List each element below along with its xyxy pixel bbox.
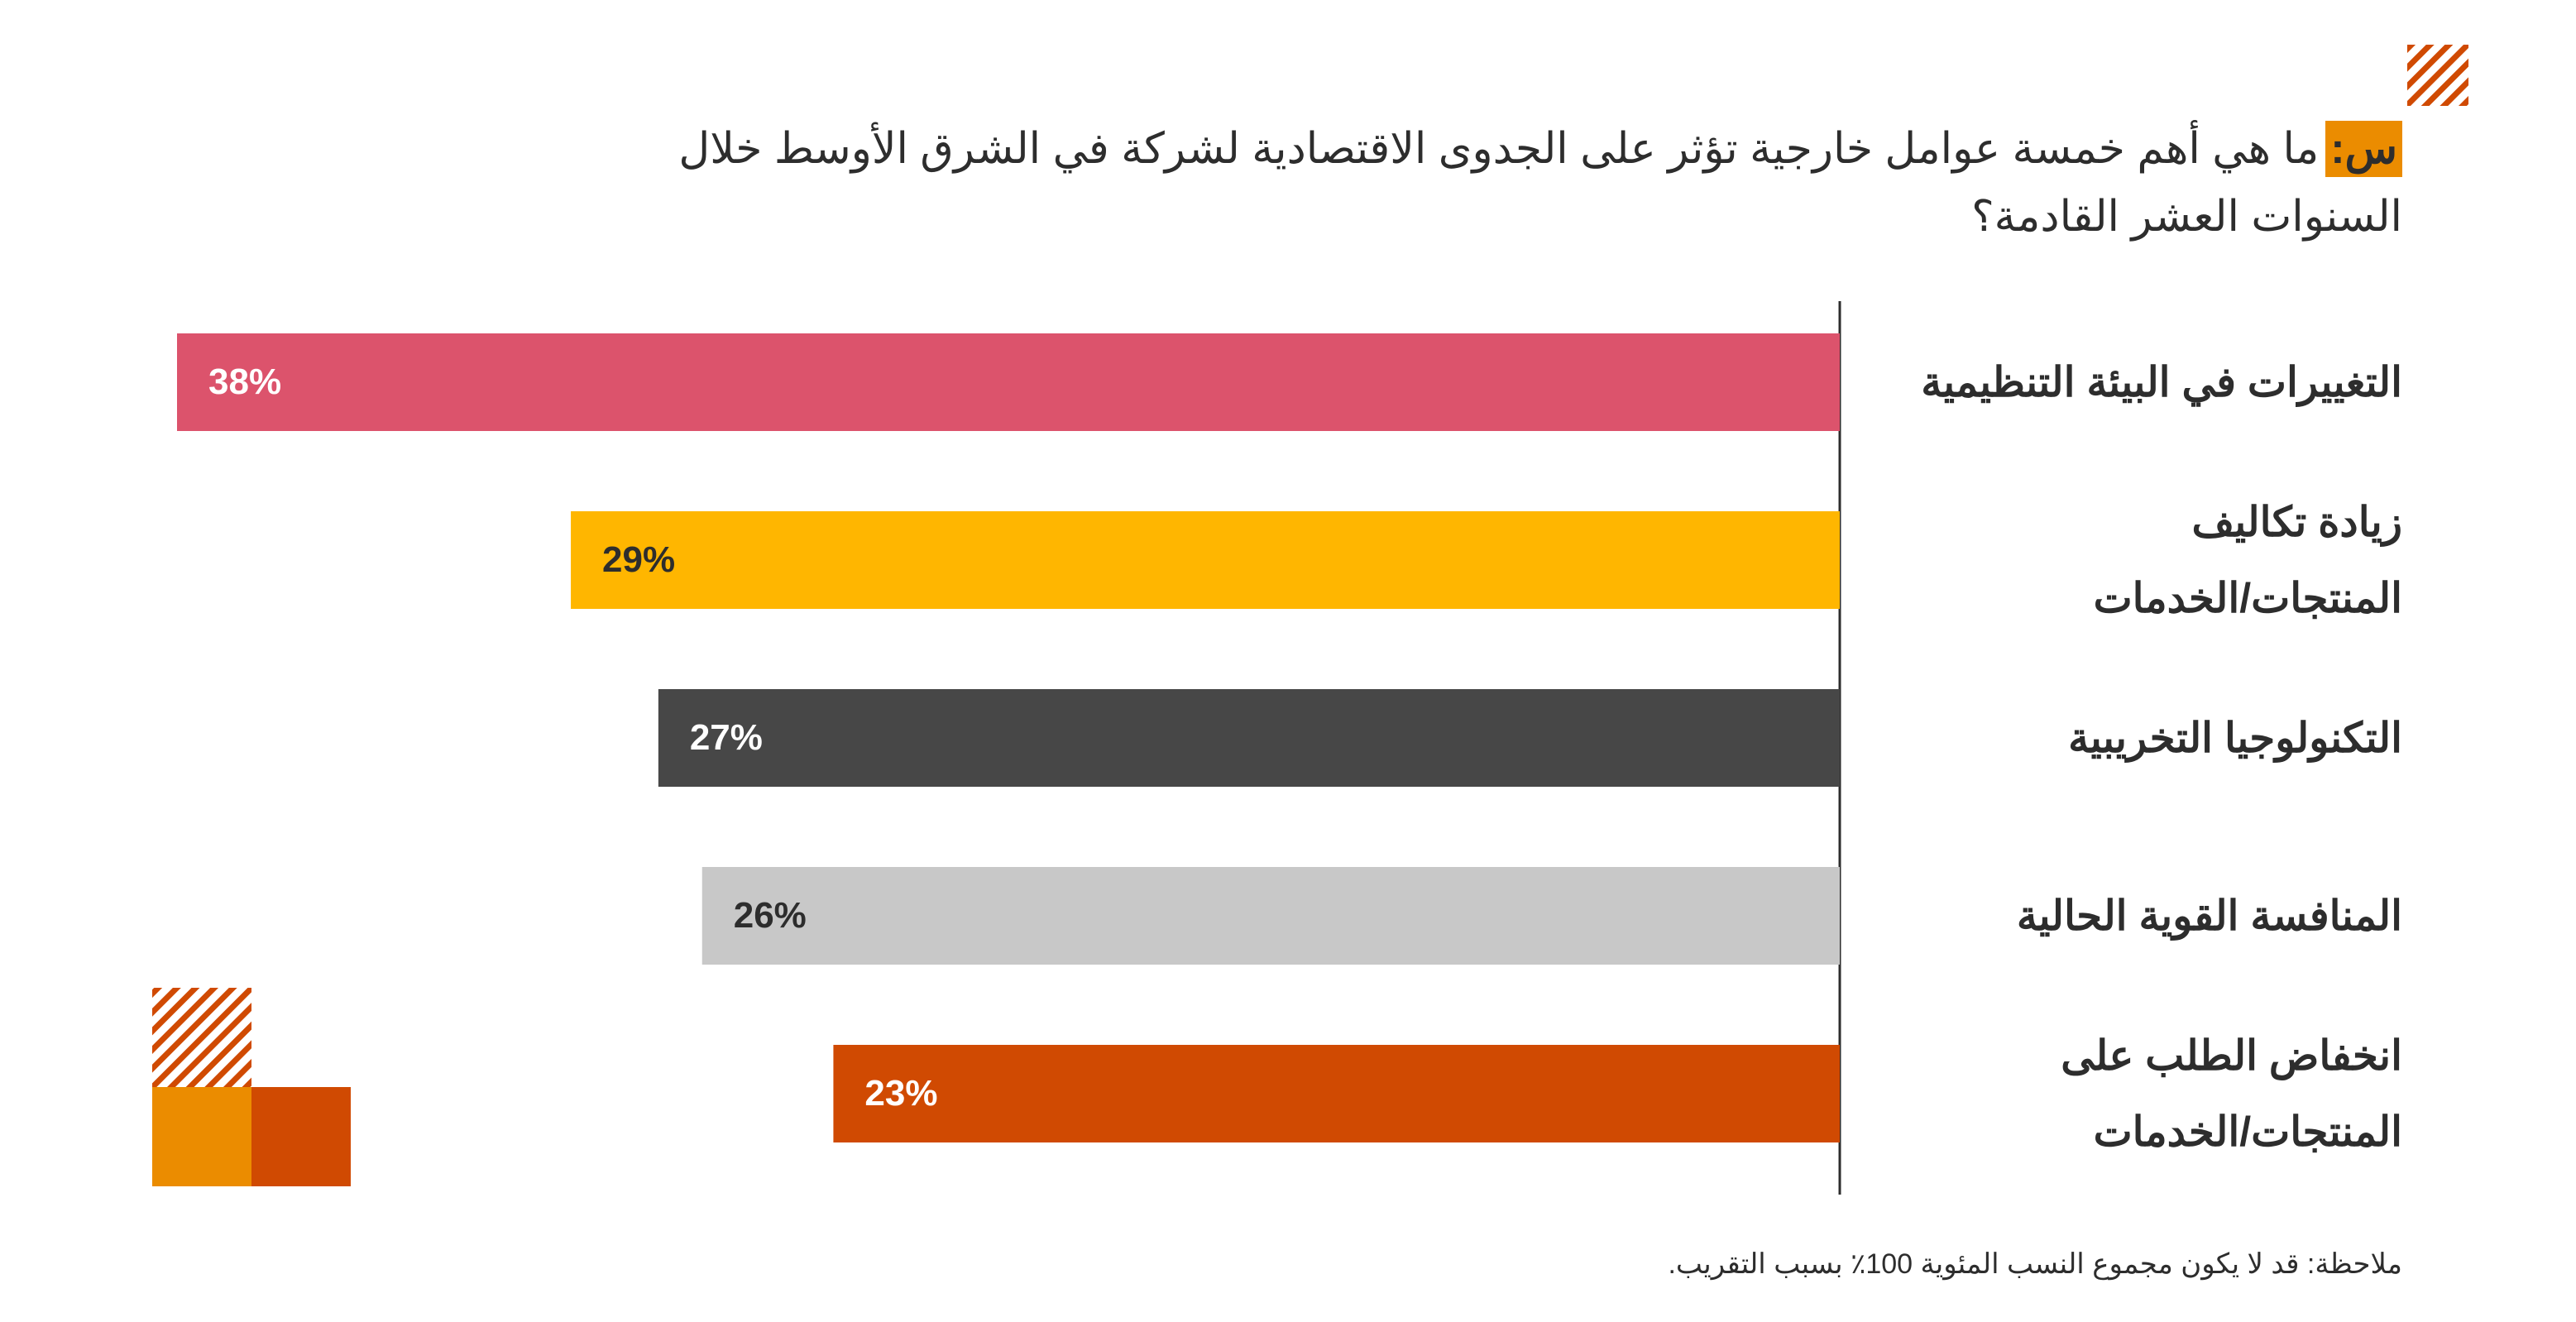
category-label: التغييرات في البيئة التنظيمية bbox=[1921, 344, 2402, 420]
category-line: المنتجات/الخدمات bbox=[2093, 1109, 2402, 1155]
category-label: زيادة تكاليف المنتجات/الخدمات bbox=[2094, 484, 2402, 636]
value-label: 38% bbox=[208, 362, 282, 402]
title-line: س:ما هي أهم خمسة عوامل خارجية تؤثر على ا… bbox=[678, 116, 2402, 182]
bar bbox=[571, 511, 1840, 609]
decor-hatch bbox=[2407, 45, 2468, 106]
chart-title: السنوات العشر القادمة؟ bbox=[1971, 193, 2402, 241]
category-line: زيادة تكاليف bbox=[2191, 499, 2403, 545]
category-line: انخفاض الطلب على bbox=[2061, 1032, 2402, 1079]
value-label: 26% bbox=[733, 895, 807, 936]
note: ملاحظة: قد لا يكون مجموع النسب المئوية 1… bbox=[1668, 1248, 2402, 1280]
bar bbox=[833, 1045, 1840, 1142]
bar bbox=[658, 689, 1841, 787]
category-line: التغييرات في البيئة التنظيمية bbox=[1921, 359, 2402, 405]
category-label: انخفاض الطلب على المنتجات/الخدمات bbox=[2061, 1018, 2402, 1170]
decor-square bbox=[251, 1087, 351, 1186]
category-line: المنتجات/الخدمات bbox=[2093, 575, 2402, 621]
bar bbox=[701, 867, 1840, 965]
value-label: 27% bbox=[689, 717, 763, 758]
decor-square bbox=[152, 1087, 251, 1186]
question-label: س: bbox=[2325, 121, 2402, 177]
value-label: 29% bbox=[602, 539, 676, 580]
category-line: التكنولوجيا التخريبية bbox=[2068, 715, 2402, 761]
value-label: 23% bbox=[864, 1073, 938, 1114]
category-label: المنافسة القوية الحالية bbox=[2017, 878, 2402, 954]
bar bbox=[177, 333, 1840, 431]
category-line: المنافسة القوية الحالية bbox=[2016, 893, 2402, 939]
chart-title: ما هي أهم خمسة عوامل خارجية تؤثر على الج… bbox=[678, 125, 2320, 173]
decor-hatch bbox=[152, 988, 251, 1087]
category-label: التكنولوجيا التخريبية bbox=[2068, 700, 2402, 776]
